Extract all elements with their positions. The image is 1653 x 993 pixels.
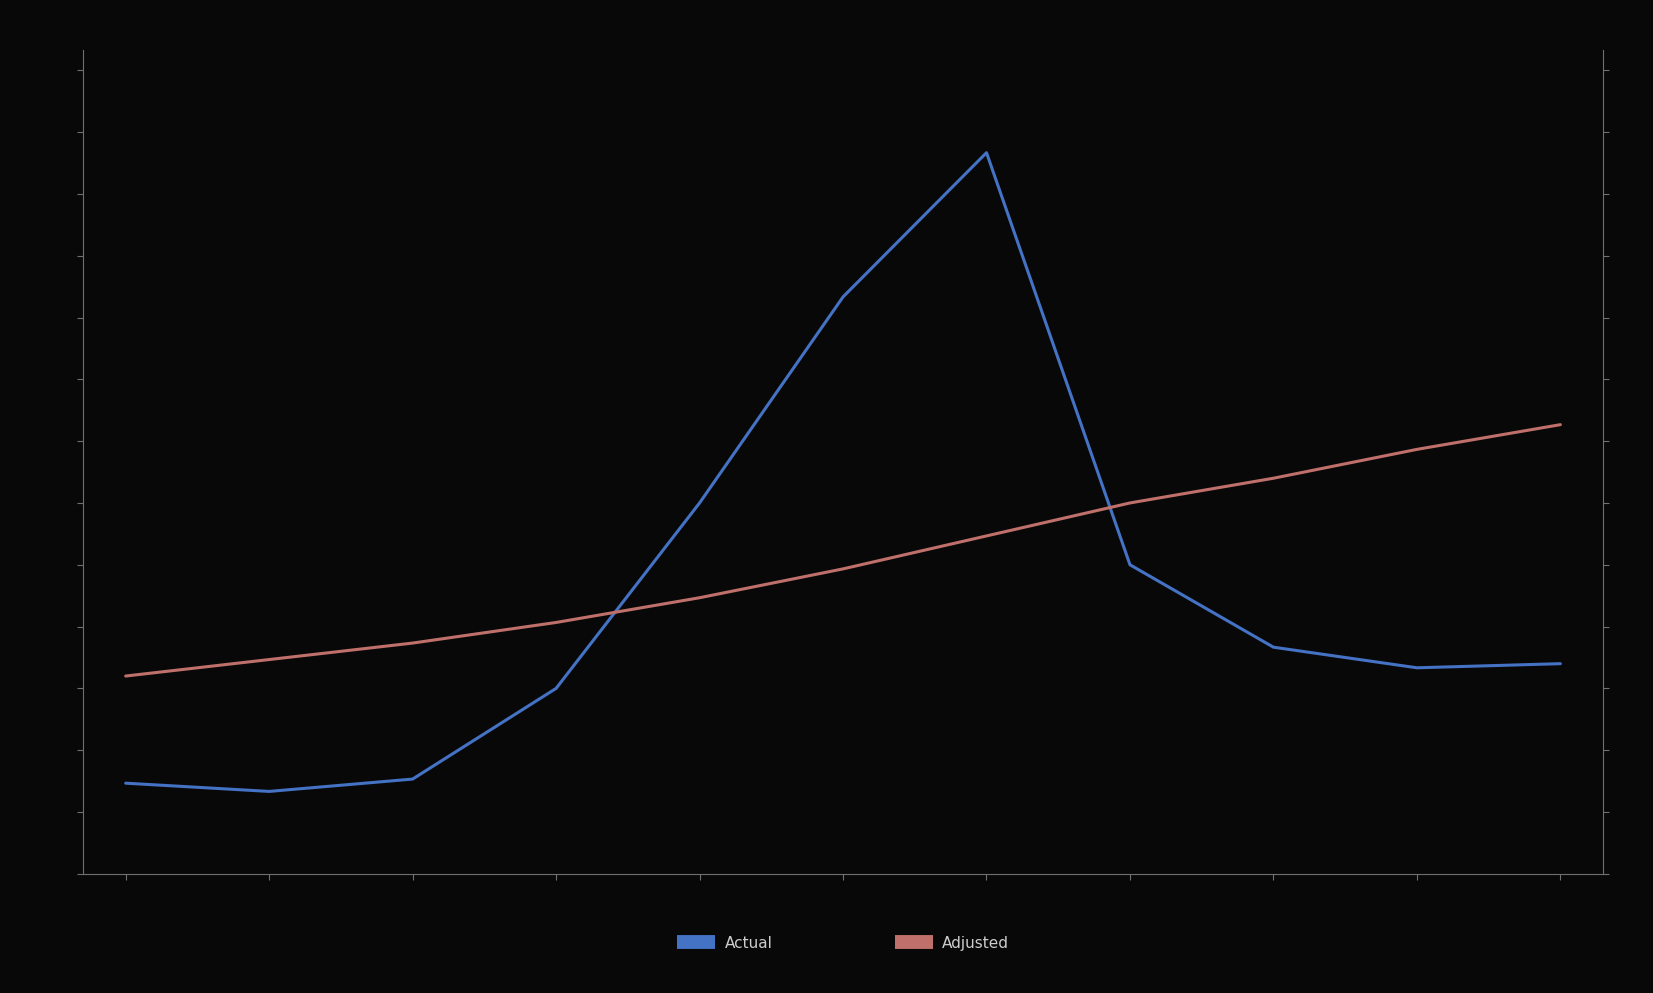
Legend: Actual, Adjusted: Actual, Adjusted (671, 929, 1015, 957)
